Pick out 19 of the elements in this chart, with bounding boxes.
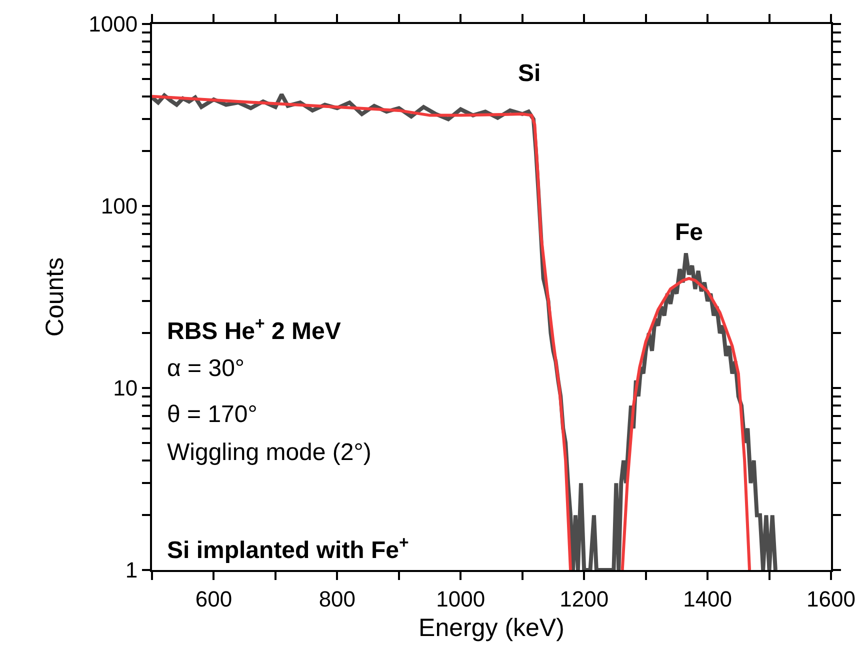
y-tick-label: 1 xyxy=(125,558,138,583)
x-tick-label: 1200 xyxy=(560,586,609,612)
y-axis-title: Counts xyxy=(40,257,69,337)
x-tick-label: 1000 xyxy=(436,586,486,612)
annotation: Wiggling mode (2°) xyxy=(167,439,372,466)
annotation: Si xyxy=(518,60,541,87)
x-axis-title: Energy (keV) xyxy=(418,614,564,642)
annotation: RBS He$^{+}$ 2 MeV xyxy=(167,314,341,346)
y-tick-label: 10 xyxy=(113,376,138,401)
x-tick-label: 1600 xyxy=(806,586,856,612)
annotation: Si implanted with Fe$^{+}$ xyxy=(167,533,410,564)
x-tick-label: 1400 xyxy=(683,586,732,612)
annotation: θ = 170° xyxy=(167,401,258,428)
x-tick-label: 600 xyxy=(195,586,232,612)
x-tick-label: 800 xyxy=(318,586,356,612)
y-tick-label: 100 xyxy=(100,194,138,219)
annotation: α = 30° xyxy=(167,355,245,382)
annotation: Fe xyxy=(675,219,704,246)
y-tick-label: 1000 xyxy=(88,12,138,37)
